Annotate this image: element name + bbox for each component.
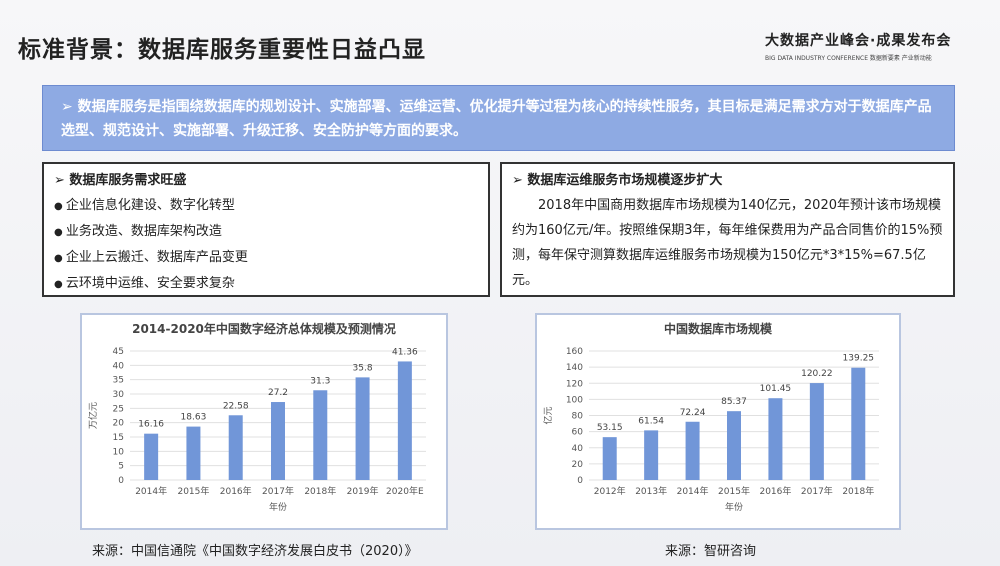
bar (228, 415, 243, 480)
data-label: 61.54 (638, 416, 664, 426)
x-tick-label: 2020年E (386, 485, 424, 497)
x-tick-label: 2014年 (677, 485, 709, 497)
y-tick-label: 40 (572, 444, 584, 454)
x-axis-label: 年份 (269, 501, 287, 513)
chart-title: 中国数据库市场规模 (664, 321, 773, 336)
y-tick-label: 160 (566, 347, 583, 357)
data-label: 85.37 (721, 397, 747, 407)
x-tick-label: 2018年 (842, 485, 874, 497)
y-tick-label: 15 (113, 433, 124, 443)
x-tick-label: 2016年 (759, 485, 791, 497)
data-label: 18.63 (181, 413, 207, 423)
bar (271, 402, 285, 480)
conference-logo: 大数据产业峰会·成果发布会 BIG DATA INDUSTRY CONFEREN… (765, 30, 985, 62)
x-tick-label: 2014年 (135, 485, 167, 497)
logo-main: 大数据产业峰会·成果发布会 (765, 33, 952, 49)
data-label: 41.36 (392, 347, 418, 357)
bar (809, 383, 824, 480)
x-tick-label: 2015年 (177, 485, 209, 497)
x-tick-label: 2018年 (304, 485, 336, 497)
database-market-chart: 中国数据库市场规模 0 20 40 60 80 100 120 140 160 53.15 2012年… (535, 313, 901, 530)
data-label: 72.24 (680, 408, 706, 418)
market-box: ➢ 数据库运维服务市场规模逐步扩大 2018年中国商用数据库市场规模为140亿元… (500, 162, 955, 297)
source-right: 来源：智研咨询 (665, 544, 757, 559)
y-tick-label: 80 (572, 412, 584, 422)
chart-svg: 中国数据库市场规模 0 20 40 60 80 100 120 140 160 53.15 2012年… (542, 321, 879, 513)
bar (602, 437, 617, 480)
logo-sub: BIG DATA INDUSTRY CONFERENCE 数据新要素 产业新动能 (765, 55, 932, 62)
y-tick-label: 35 (113, 376, 124, 386)
chart-title: 2014-2020年中国数字经济总体规模及预测情况 (132, 321, 396, 336)
bar (355, 377, 370, 480)
y-tick-label: 120 (566, 379, 583, 389)
bar (727, 411, 741, 480)
bar (186, 426, 201, 480)
y-tick-label: 60 (572, 428, 584, 438)
x-tick-label: 2019年 (347, 485, 379, 497)
x-tick-label: 2016年 (220, 485, 252, 497)
data-label: 139.25 (843, 354, 875, 364)
data-label: 120.22 (801, 369, 833, 379)
y-axis-label: 万亿元 (87, 402, 99, 429)
bar (144, 433, 159, 480)
bar (768, 398, 783, 480)
y-tick-label: 0 (577, 476, 583, 486)
summary-banner: ➢ 数据库服务是指围绕数据库的规划设计、实施部署、运维运营、优化提升等过程为核心… (42, 85, 955, 151)
bar (644, 430, 659, 480)
demand-heading: ➢ 数据库服务需求旺盛 (54, 173, 187, 188)
source-left: 来源：中国信通院《中国数字经济发展白皮书（2020）》 (92, 544, 418, 559)
y-tick-label: 0 (118, 476, 124, 486)
data-label: 22.58 (223, 401, 249, 411)
bar (397, 361, 412, 480)
chart-svg: 2014-2020年中国数字经济总体规模及预测情况 0 5 10 15 20 25 30 35 4… (87, 321, 426, 513)
y-tick-label: 30 (113, 390, 125, 400)
demand-item: 企业上云搬迁、数据库产品变更 (54, 245, 478, 271)
bar (851, 367, 866, 480)
y-tick-label: 100 (566, 395, 583, 405)
y-tick-label: 40 (113, 361, 125, 371)
demand-item: 云环境中运维、安全要求复杂 (54, 271, 478, 297)
market-paragraph: 2018年中国商用数据库市场规模为140亿元，2020年预计该市场规模约为160… (512, 198, 943, 288)
y-tick-label: 20 (572, 460, 584, 470)
data-label: 16.16 (138, 420, 164, 430)
y-tick-label: 25 (113, 404, 124, 414)
x-tick-label: 2012年 (594, 485, 626, 497)
x-tick-label: 2017年 (262, 485, 294, 497)
data-label: 53.15 (597, 423, 623, 433)
bar (313, 390, 328, 480)
y-tick-label: 10 (113, 447, 125, 457)
data-label: 31.3 (310, 376, 330, 386)
y-tick-label: 45 (113, 347, 124, 357)
data-label: 27.2 (268, 388, 288, 398)
demand-item: 业务改造、数据库架构改造 (54, 219, 478, 245)
page-title: 标准背景：数据库服务重要性日益凸显 (18, 37, 426, 63)
y-tick-label: 20 (113, 419, 125, 429)
x-tick-label: 2015年 (718, 485, 750, 497)
bar (685, 421, 700, 480)
digital-economy-chart: 2014-2020年中国数字经济总体规模及预测情况 0 5 10 15 20 25 30 35 4… (80, 313, 448, 530)
market-heading: ➢ 数据库运维服务市场规模逐步扩大 (512, 173, 723, 188)
y-tick-label: 140 (566, 363, 583, 373)
demand-item: 企业信息化建设、数字化转型 (54, 193, 478, 219)
x-tick-label: 2017年 (801, 485, 833, 497)
y-axis-label: 亿元 (542, 406, 554, 424)
x-axis-label: 年份 (725, 501, 743, 513)
y-tick-label: 5 (118, 462, 124, 472)
demand-box: ➢ 数据库服务需求旺盛 企业信息化建设、数字化转型 业务改造、数据库架构改造 企… (42, 162, 490, 297)
x-tick-label: 2013年 (635, 485, 667, 497)
data-label: 101.45 (760, 384, 792, 394)
data-label: 35.8 (353, 363, 373, 373)
